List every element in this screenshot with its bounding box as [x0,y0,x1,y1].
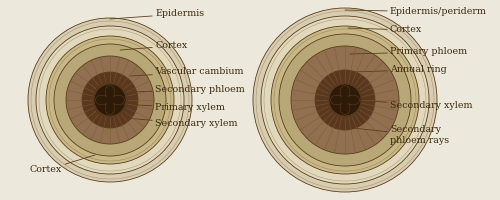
Text: Epidermis: Epidermis [110,9,204,19]
Circle shape [94,84,126,116]
Text: Secondary xylem: Secondary xylem [125,118,238,129]
Circle shape [329,84,361,116]
Circle shape [82,72,138,128]
Text: Secondary
phloem rays: Secondary phloem rays [352,125,449,145]
Polygon shape [330,86,360,114]
Text: Cortex: Cortex [348,25,422,34]
Text: Epidermis/periderm: Epidermis/periderm [345,7,487,17]
Text: Cortex: Cortex [30,155,95,174]
Text: Secondary phloem: Secondary phloem [128,86,245,95]
Text: Annual ring: Annual ring [350,66,447,74]
Text: Secondary xylem: Secondary xylem [352,100,472,110]
Circle shape [291,46,399,154]
Text: Primary phloem: Primary phloem [350,47,467,56]
Circle shape [261,16,429,184]
Circle shape [253,8,437,192]
Text: Vascular cambium: Vascular cambium [130,68,244,76]
Circle shape [271,26,419,174]
Circle shape [315,70,375,130]
Text: Primary xylem: Primary xylem [122,104,225,112]
Polygon shape [96,86,124,114]
Circle shape [28,18,192,182]
Circle shape [46,36,174,164]
Circle shape [279,34,411,166]
Circle shape [66,56,154,144]
Circle shape [36,26,184,174]
Text: Cortex: Cortex [120,42,187,50]
Circle shape [54,44,166,156]
